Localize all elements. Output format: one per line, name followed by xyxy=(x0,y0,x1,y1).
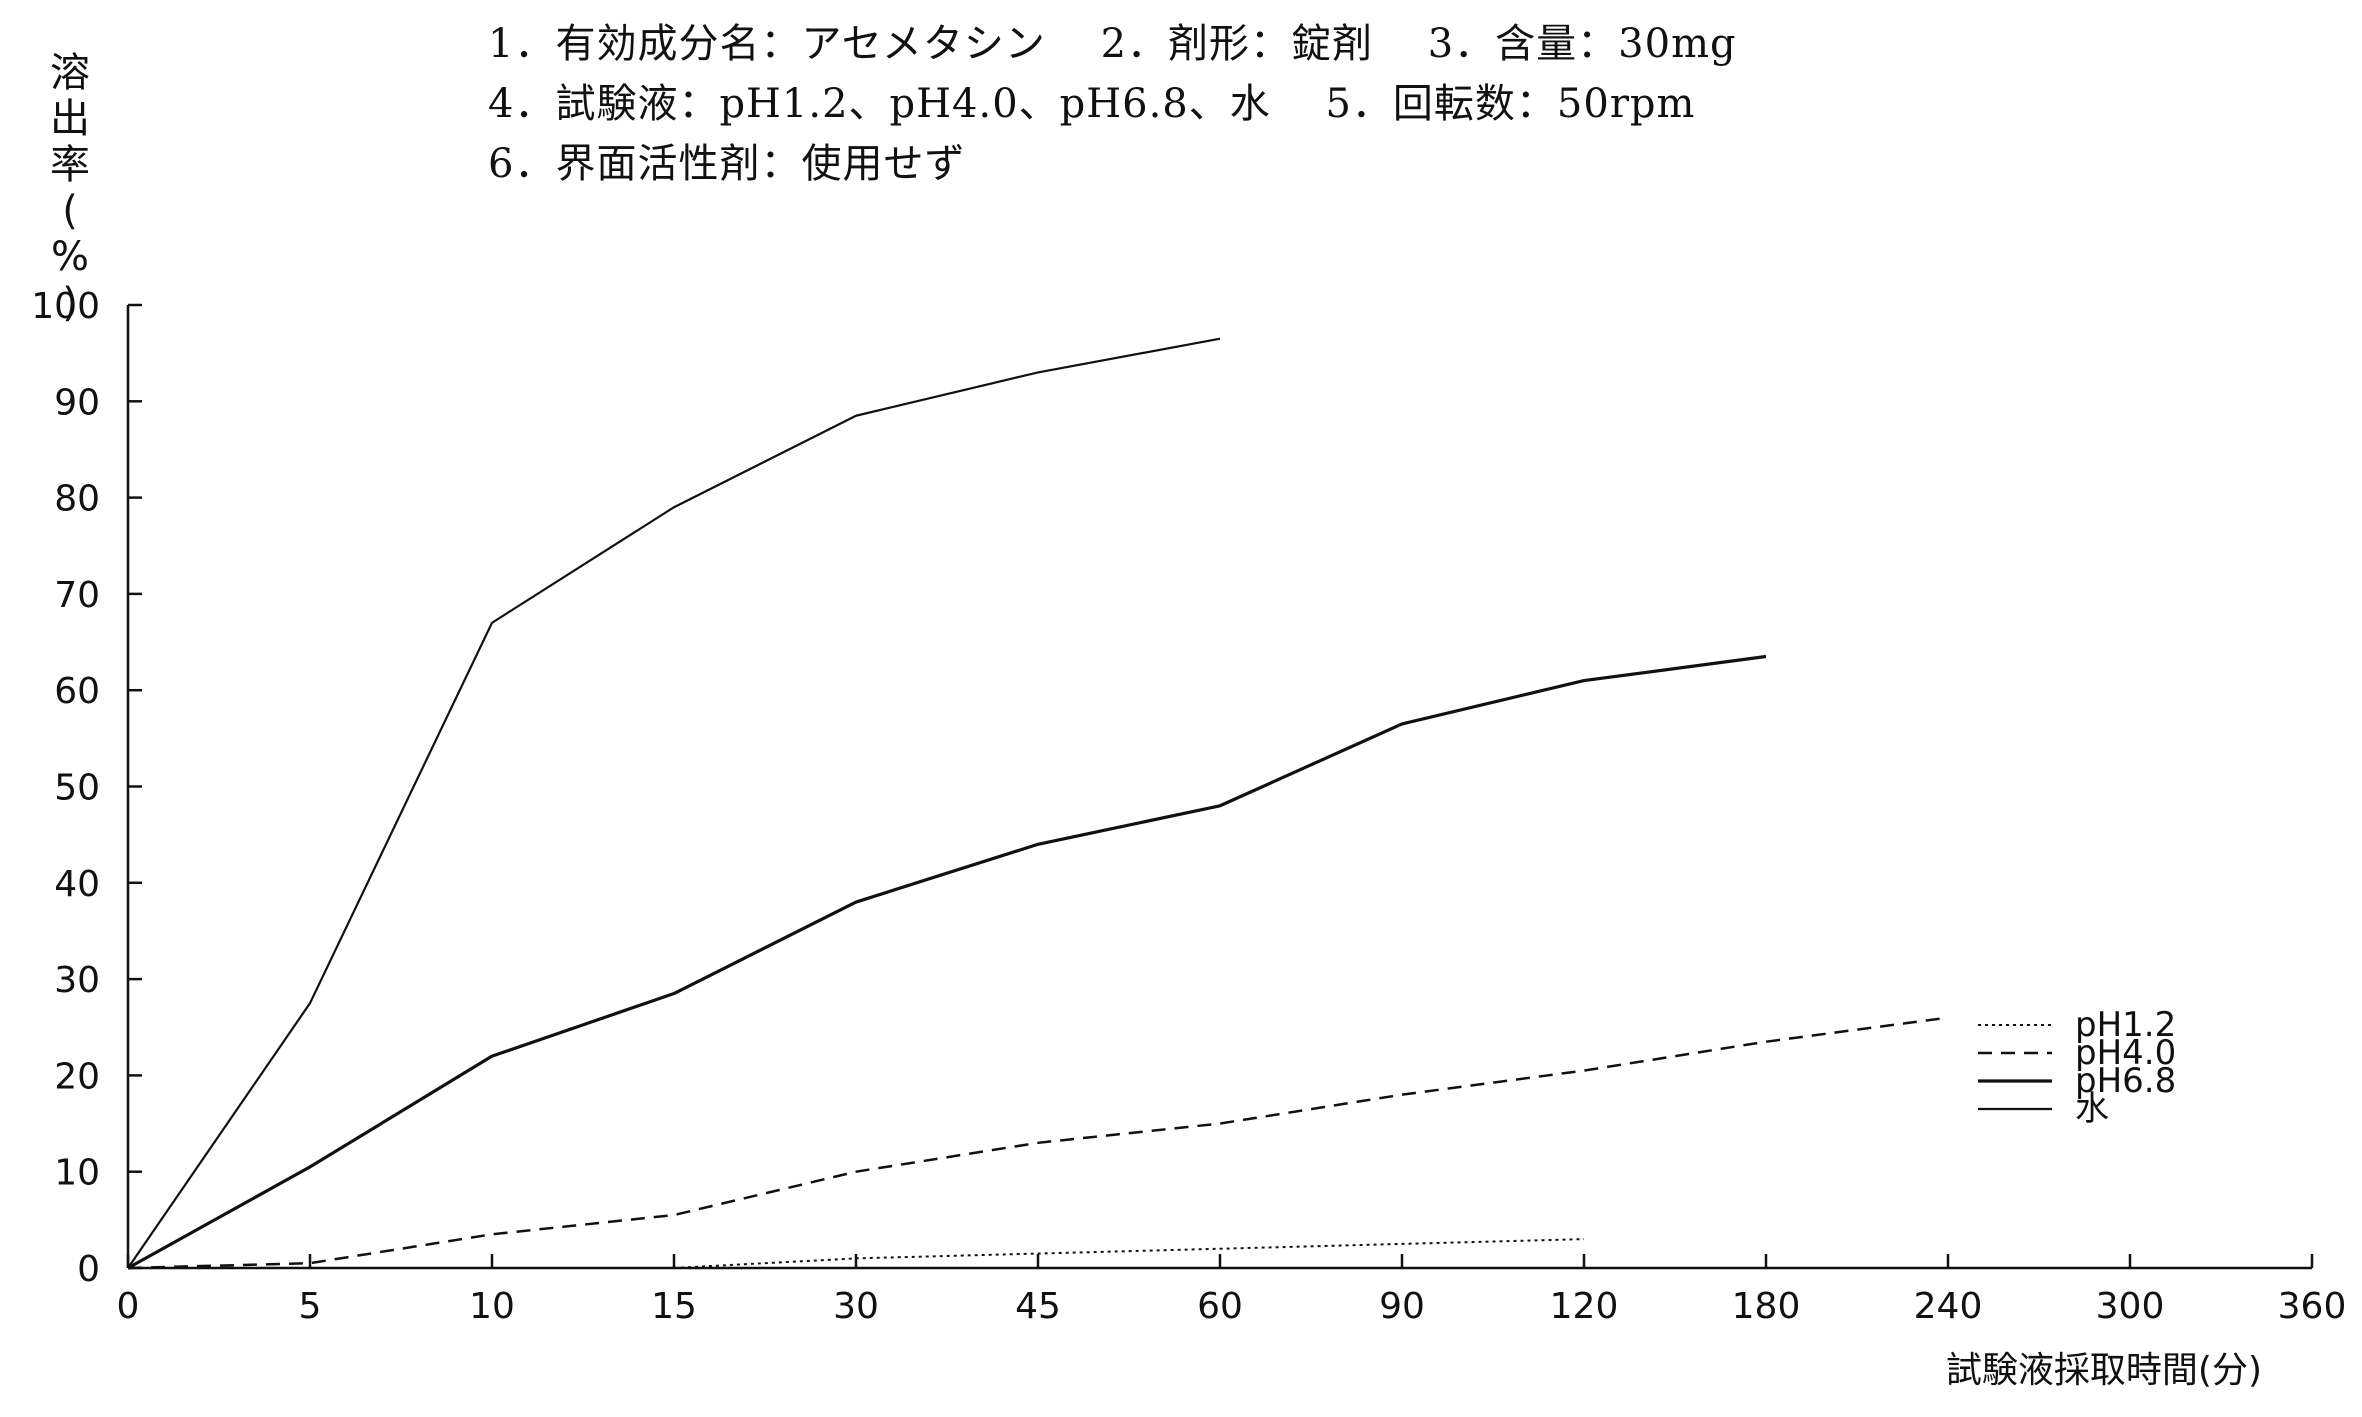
y-tick-label: 100 xyxy=(31,286,100,327)
x-tick-label: 0 xyxy=(117,1286,140,1327)
x-tick-label: 15 xyxy=(651,1286,697,1327)
x-tick-label: 45 xyxy=(1015,1286,1061,1327)
y-tick-label: 20 xyxy=(54,1056,100,1097)
legend-label-pH1.2: pH1.2 xyxy=(2075,1005,2176,1045)
chart-header: 1．有効成分名：アセメタシン 2．剤形：錠剤 3．含量：30mg 4．試験液：p… xyxy=(488,14,1737,194)
y-tick-label: 90 xyxy=(54,382,100,423)
y-tick-label: 60 xyxy=(54,671,100,712)
y-tick-label: 30 xyxy=(54,960,100,1001)
series-line-水 xyxy=(127,337,1221,1269)
x-axis-label: 試験液採取時間(分) xyxy=(1946,1350,2262,1391)
y-tick-label: 10 xyxy=(54,1153,100,1194)
y-axis-label: 溶出率(%) xyxy=(50,50,90,326)
x-tick-label: 90 xyxy=(1379,1286,1425,1327)
y-tick-label: 80 xyxy=(54,479,100,520)
x-tick-label: 180 xyxy=(1732,1286,1801,1327)
legend-label-水: 水 xyxy=(2075,1089,2109,1129)
x-tick-label: 360 xyxy=(2278,1286,2347,1327)
header-line-2: 4．試験液：pH1.2、pH4.0、pH6.8、水 5．回転数：50rpm xyxy=(488,81,1696,127)
header-line-1: 1．有効成分名：アセメタシン 2．剤形：錠剤 3．含量：30mg xyxy=(488,21,1737,67)
y-tick-label: 0 xyxy=(77,1249,100,1290)
series-line-pH6.8 xyxy=(127,654,1767,1270)
x-tick-label: 120 xyxy=(1550,1286,1619,1327)
y-tick-label: 50 xyxy=(54,768,100,809)
x-tick-label: 10 xyxy=(469,1286,515,1327)
x-tick-label: 300 xyxy=(2096,1286,2165,1327)
legend-label-pH4.0: pH4.0 xyxy=(2075,1033,2176,1073)
y-tick-label: 40 xyxy=(54,864,100,905)
x-tick-label: 30 xyxy=(833,1286,879,1327)
header-line-3: 6．界面活性剤：使用せず xyxy=(488,141,966,187)
x-tick-label: 240 xyxy=(1914,1286,1983,1327)
x-tick-label: 60 xyxy=(1197,1286,1243,1327)
series-line-pH1.2 xyxy=(128,1238,1585,1269)
legend-label-pH6.8: pH6.8 xyxy=(2075,1061,2176,1101)
series-line-pH4.0 xyxy=(127,1016,1949,1270)
x-tick-label: 5 xyxy=(299,1286,322,1327)
y-tick-label: 70 xyxy=(54,575,100,616)
